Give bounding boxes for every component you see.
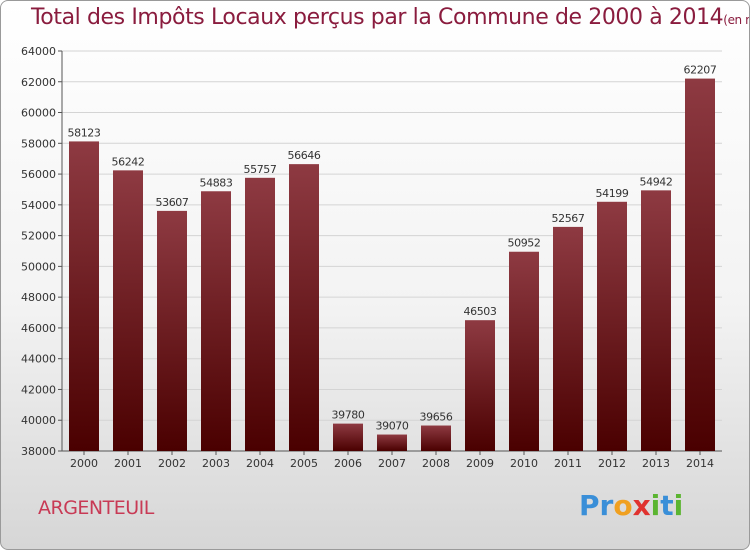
- y-tick-label: 40000: [21, 414, 56, 427]
- bar: [333, 423, 363, 451]
- x-tick-label: 2004: [246, 457, 274, 470]
- bar: [201, 191, 231, 451]
- proxiti-logo: Proxiti: [579, 489, 683, 522]
- bar: [245, 177, 275, 452]
- bar: [553, 226, 583, 451]
- x-tick-label: 2014: [686, 457, 714, 470]
- x-tick-label: 2011: [554, 457, 582, 470]
- y-tick-label: 64000: [21, 45, 56, 58]
- bar-value-label: 55757: [244, 163, 277, 176]
- y-tick-label: 54000: [21, 199, 56, 212]
- y-tick-label: 44000: [21, 353, 56, 366]
- x-tick-label: 2000: [70, 457, 98, 470]
- bar: [641, 190, 671, 451]
- title-main: Total des Impôts Locaux perçus par la Co…: [31, 5, 724, 30]
- bar: [597, 201, 627, 451]
- x-tick-label: 2009: [466, 457, 494, 470]
- bar: [113, 170, 143, 451]
- bar-value-label: 39780: [332, 409, 365, 422]
- x-tick-label: 2005: [290, 457, 318, 470]
- y-axis: 38000 40000 42000 44000 46000 48000 50000 52000…: [21, 45, 722, 458]
- bar-value-label: 54883: [200, 176, 233, 189]
- bar-value-label: 56242: [112, 155, 145, 168]
- bar: [465, 320, 495, 451]
- x-tick-label: 2007: [378, 457, 406, 470]
- bar-value-label: 62207: [684, 64, 717, 77]
- bar-value-label: 54199: [596, 187, 629, 200]
- x-tick-label: 2012: [598, 457, 626, 470]
- x-axis: 2000 2001 2002 2003 2004 2005 2006 2007 2008 2009…: [70, 451, 714, 470]
- logo-letter: x: [632, 489, 651, 522]
- bar-value-label: 56646: [288, 149, 321, 162]
- y-tick-label: 38000: [21, 445, 56, 458]
- x-tick-label: 2010: [510, 457, 538, 470]
- logo-letter: r: [599, 489, 614, 522]
- bar: [69, 141, 99, 451]
- bar: [157, 210, 187, 451]
- y-tick-label: 48000: [21, 291, 56, 304]
- commune-name: ARGENTEUIL: [38, 497, 154, 519]
- y-tick-label: 56000: [21, 168, 56, 181]
- bar-value-label: 58123: [68, 126, 101, 139]
- y-tick-label: 52000: [21, 230, 56, 243]
- y-tick-label: 58000: [21, 137, 56, 150]
- bar: [685, 78, 715, 451]
- y-tick-label: 60000: [21, 107, 56, 120]
- x-tick-label: 2001: [114, 457, 142, 470]
- bar-value-label: 52567: [552, 212, 585, 225]
- bar-value-label: 39656: [420, 411, 453, 424]
- y-tick-label: 46000: [21, 322, 56, 335]
- bar: [377, 434, 407, 451]
- bar-value-label: 53607: [156, 196, 189, 209]
- logo-letter: o: [613, 489, 633, 522]
- x-tick-label: 2013: [642, 457, 670, 470]
- bar-value-label: 50952: [508, 237, 541, 250]
- bar-value-label: 46503: [464, 305, 497, 318]
- bar-value-label: 54942: [640, 175, 673, 188]
- bar: [289, 164, 319, 451]
- title-unit: (en milliers d'€): [723, 13, 749, 27]
- logo-letter: t: [660, 489, 674, 522]
- logo-letter: P: [579, 489, 600, 522]
- bar: [421, 425, 451, 451]
- bar: [509, 251, 539, 451]
- y-tick-label: 50000: [21, 260, 56, 273]
- y-tick-label: 42000: [21, 383, 56, 396]
- chart-title: Total des Impôts Locaux perçus par la Co…: [31, 5, 749, 30]
- bar-value-label: 39070: [376, 420, 409, 433]
- logo-letter: i: [650, 489, 661, 522]
- x-tick-label: 2002: [158, 457, 186, 470]
- x-tick-label: 2008: [422, 457, 450, 470]
- bars: 58123 56242 53607 54883 55757 56646 39780 39070…: [68, 64, 717, 452]
- x-tick-label: 2006: [334, 457, 362, 470]
- y-tick-label: 62000: [21, 76, 56, 89]
- logo-letter: i: [673, 489, 684, 522]
- x-tick-label: 2003: [202, 457, 230, 470]
